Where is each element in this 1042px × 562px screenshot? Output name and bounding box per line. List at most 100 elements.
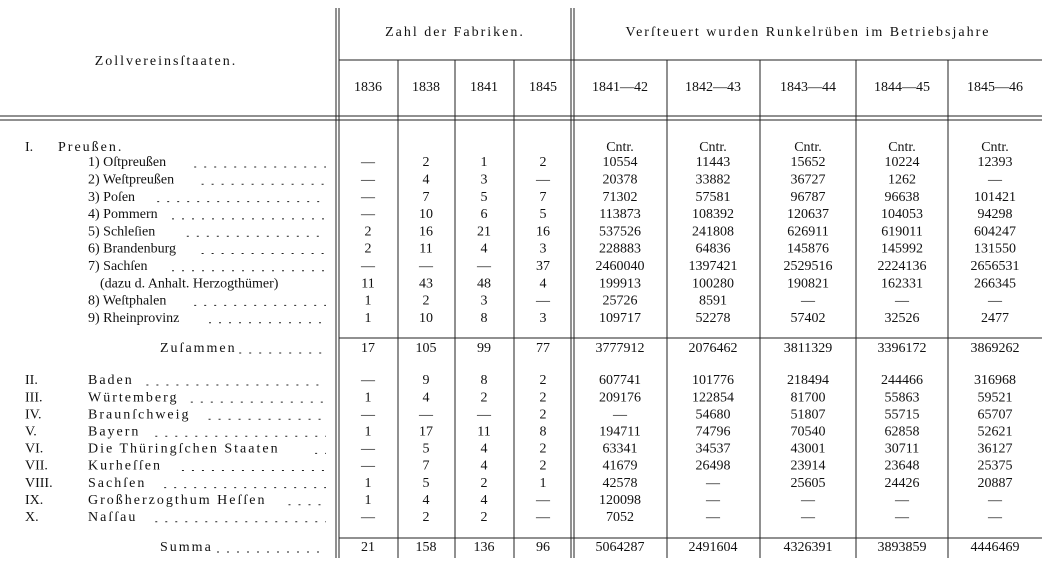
cell: — xyxy=(987,510,1003,525)
cell: 5 xyxy=(423,442,430,457)
cell: 55863 xyxy=(885,390,920,405)
cell: 15652 xyxy=(791,155,826,170)
cell: 51807 xyxy=(791,407,826,422)
cell: 25605 xyxy=(791,476,826,491)
cell: 55715 xyxy=(885,407,920,422)
cell: 194711 xyxy=(599,425,640,440)
row-label: Würtemberg xyxy=(88,390,179,405)
cell: 2 xyxy=(365,242,372,257)
cell: 3 xyxy=(540,311,547,326)
cell: — xyxy=(360,190,376,205)
cell: 11 xyxy=(419,242,432,257)
cell: 17 xyxy=(419,425,433,440)
cell: 2224136 xyxy=(878,259,927,274)
cell: 120098 xyxy=(599,493,641,508)
cell: 30711 xyxy=(885,442,919,457)
cell: 158 xyxy=(416,540,437,555)
cell: 96787 xyxy=(791,190,826,205)
row-label: Kurheſſen xyxy=(88,459,162,474)
row-label: 9) Rheinprovinz xyxy=(88,311,179,326)
cell: 113873 xyxy=(599,207,640,222)
cell: 25375 xyxy=(978,459,1013,474)
cell: — xyxy=(800,510,816,525)
cell: 4326391 xyxy=(784,540,833,555)
cell: 2 xyxy=(540,407,547,422)
cell: 21 xyxy=(477,224,491,239)
cell: 74796 xyxy=(696,425,731,440)
column-header: 1838 xyxy=(412,80,440,95)
cell: 4 xyxy=(481,459,488,474)
cell: 145992 xyxy=(881,242,923,257)
cell: 100280 xyxy=(692,276,734,291)
cell: — xyxy=(360,459,376,474)
cell: 11443 xyxy=(696,155,730,170)
row-label: Sachſen xyxy=(88,476,146,491)
section-name: Preußen. xyxy=(58,140,123,155)
cell: 20887 xyxy=(978,476,1013,491)
group-header: Zahl der Fabriken. xyxy=(385,25,525,40)
cell: 11 xyxy=(477,425,490,440)
cell: 36127 xyxy=(978,442,1013,457)
cell: 101776 xyxy=(692,373,734,388)
cell: 81700 xyxy=(791,390,826,405)
column-header: 1843—44 xyxy=(780,80,836,95)
cell: 2 xyxy=(365,224,372,239)
numeral: VI. xyxy=(25,442,43,457)
row-label: Baden xyxy=(88,373,134,388)
row-label: Die Thüringſchen Staaten xyxy=(88,442,280,457)
cell: 607741 xyxy=(599,373,641,388)
cell: 1 xyxy=(365,476,372,491)
cell: 3 xyxy=(540,242,547,257)
cell: 16 xyxy=(536,224,550,239)
cell: 71302 xyxy=(603,190,638,205)
cell: 10554 xyxy=(603,155,638,170)
cell: — xyxy=(705,493,721,508)
cell: 2656531 xyxy=(971,259,1020,274)
numeral: V. xyxy=(25,425,37,440)
cell: 604247 xyxy=(974,224,1016,239)
cell: 3869262 xyxy=(971,341,1020,356)
column-header: 1842—43 xyxy=(685,80,741,95)
cell: — xyxy=(476,407,492,422)
cell: — xyxy=(705,476,721,491)
cell: 34537 xyxy=(696,442,731,457)
cell: 2 xyxy=(481,510,488,525)
cell: 32526 xyxy=(885,311,920,326)
cell: 10 xyxy=(419,311,433,326)
cell: 6 xyxy=(481,207,488,222)
cell: 537526 xyxy=(599,224,641,239)
cell: 2 xyxy=(540,442,547,457)
cell: 209176 xyxy=(599,390,641,405)
unit: Cntr. xyxy=(888,140,916,155)
row-label: Großherzogthum Heſſen xyxy=(88,493,266,508)
cell: 5 xyxy=(423,476,430,491)
cell: 8 xyxy=(481,311,488,326)
column-header: 1844—45 xyxy=(874,80,930,95)
numeral: VII. xyxy=(25,459,48,474)
column-header: 1845 xyxy=(529,80,557,95)
cell: 26498 xyxy=(696,459,731,474)
cell: 2 xyxy=(540,459,547,474)
cell: 266345 xyxy=(974,276,1016,291)
cell: 2 xyxy=(423,155,430,170)
cell: 99 xyxy=(477,341,491,356)
total-label: Summa xyxy=(160,540,213,555)
cell: 228883 xyxy=(599,242,641,257)
cell: 3777912 xyxy=(596,341,645,356)
cell: 54680 xyxy=(696,407,731,422)
cell: 1 xyxy=(365,493,372,508)
cell: — xyxy=(987,493,1003,508)
cell: 41679 xyxy=(603,459,638,474)
cell: — xyxy=(894,510,910,525)
cell: 10 xyxy=(419,207,433,222)
cell: 94298 xyxy=(978,207,1013,222)
cell: 77 xyxy=(536,341,550,356)
cell: — xyxy=(987,173,1003,188)
cell: 2 xyxy=(540,390,547,405)
cell: 1 xyxy=(365,425,372,440)
numeral: VIII. xyxy=(25,476,53,491)
row-label: Bayern xyxy=(88,425,140,440)
row-label: Naſſau xyxy=(88,510,137,525)
row-label: 2) Weſtpreußen xyxy=(88,173,174,188)
